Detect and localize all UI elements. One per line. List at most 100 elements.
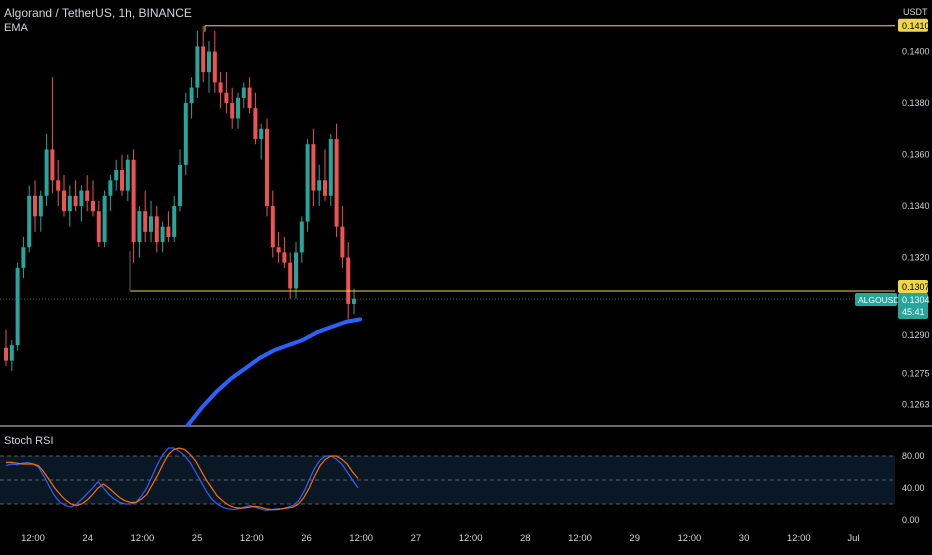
candle-body	[15, 267, 20, 346]
support-price-label: 0.1307	[902, 282, 930, 292]
symbol-tag-label: ALGOUSDT	[858, 295, 905, 305]
time-tick-label: 12:00	[131, 533, 155, 544]
stoch-d-line	[6, 447, 359, 511]
stoch-tick-label: 80.00	[902, 451, 925, 461]
candle-body	[73, 195, 78, 207]
symbol-title[interactable]: Algorand / TetherUS, 1h, BINANCE	[4, 6, 192, 20]
candle-body	[247, 87, 252, 109]
stoch-rsi-label[interactable]: Stoch RSI	[4, 435, 54, 447]
candle-body	[299, 221, 304, 253]
time-tick-label: 28	[520, 533, 531, 544]
stoch-tick-label: 0.00	[902, 515, 920, 525]
candle-body	[131, 159, 136, 243]
candle-body	[85, 190, 90, 201]
candle-body	[265, 128, 269, 207]
candle-body	[224, 92, 229, 104]
candle-body	[108, 180, 113, 196]
candle-body	[160, 226, 165, 243]
candle-body	[56, 180, 61, 191]
candle-body	[114, 170, 119, 181]
resistance-price-label: 0.1410	[902, 21, 930, 31]
price-tick-label: 0.1290	[902, 330, 930, 340]
candle-body	[340, 226, 345, 258]
ema-line	[186, 317, 362, 427]
candle-body	[294, 252, 298, 289]
last-price-tag	[898, 293, 928, 320]
currency-label: USDT	[903, 7, 928, 17]
candle-body	[96, 211, 101, 243]
candle-body	[236, 97, 240, 119]
stoch-k-line	[5, 447, 359, 512]
candle-body	[183, 103, 188, 165]
candle-body	[346, 257, 351, 304]
candle-body	[328, 139, 333, 196]
candle-body	[352, 298, 356, 304]
candle-body	[154, 216, 159, 243]
time-tick-label: 25	[192, 533, 203, 544]
price-tick-label: 0.1263	[902, 399, 930, 409]
candle-body	[259, 128, 264, 140]
candle-body	[317, 180, 322, 191]
candle-body	[282, 252, 287, 263]
resistance-price-tag	[898, 18, 928, 32]
candle-body	[241, 87, 246, 98]
candle-body	[311, 144, 316, 191]
candle-body	[288, 262, 293, 289]
candle-body	[230, 103, 235, 119]
support-price-tag	[898, 280, 928, 294]
time-tick-label: 30	[739, 533, 750, 544]
price-tick-label: 0.1320	[902, 253, 930, 263]
candle-body	[270, 206, 275, 248]
time-tick-label: 12:00	[21, 533, 45, 544]
time-tick-label: 12:00	[349, 533, 373, 544]
candle-body	[178, 164, 182, 207]
candle-body	[207, 51, 211, 73]
price-tick-label: 0.1380	[902, 98, 930, 108]
candle-body	[166, 226, 171, 237]
time-tick-label: 12:00	[678, 533, 702, 544]
time-tick-label: Jul	[847, 533, 859, 544]
time-tick-label: 12:00	[459, 533, 483, 544]
bar-countdown-label: 45:41	[902, 307, 925, 317]
time-tick-label: 12:00	[787, 533, 811, 544]
candle-body	[305, 144, 310, 222]
candle-body	[276, 247, 281, 253]
time-tick-label: 27	[411, 533, 422, 544]
candle-body	[120, 170, 124, 191]
axes-layer: 0.1400 0.1380 0.1360 0.1340 0.1320 0.1290 0.12…	[0, 18, 930, 544]
stoch-layer	[0, 447, 895, 512]
candle-body	[67, 195, 72, 212]
candle-body	[38, 195, 43, 217]
candle-body	[201, 46, 206, 73]
ema-legend-label[interactable]: EMA	[4, 22, 28, 34]
candle-body	[137, 211, 142, 243]
candle-body	[189, 87, 194, 104]
candles-layer	[4, 25, 356, 371]
time-tick-label: 26	[301, 533, 312, 544]
candle-body	[50, 149, 55, 181]
candle-body	[102, 195, 107, 243]
candle-body	[172, 206, 177, 237]
symbol-tag[interactable]	[855, 293, 897, 307]
levels-layer[interactable]	[129, 25, 895, 292]
candle-body	[21, 247, 26, 268]
candle-body	[323, 180, 327, 196]
stoch-tick-label: 40.00	[902, 483, 925, 493]
candle-body	[218, 82, 223, 93]
candle-body	[4, 347, 8, 361]
candle-body	[62, 190, 66, 212]
candle-body	[253, 108, 258, 140]
candle-body	[195, 46, 200, 88]
candle-body	[143, 211, 148, 232]
price-tick-label: 0.1400	[902, 47, 930, 57]
candle-body	[125, 159, 130, 191]
ema-layer	[186, 317, 362, 427]
candle-body	[149, 216, 153, 232]
time-tick-label: 12:00	[240, 533, 264, 544]
last-price-label: 0.1304	[902, 295, 930, 305]
time-tick-label: 24	[82, 533, 93, 544]
candle-body	[44, 149, 49, 196]
candle-body	[9, 345, 14, 361]
